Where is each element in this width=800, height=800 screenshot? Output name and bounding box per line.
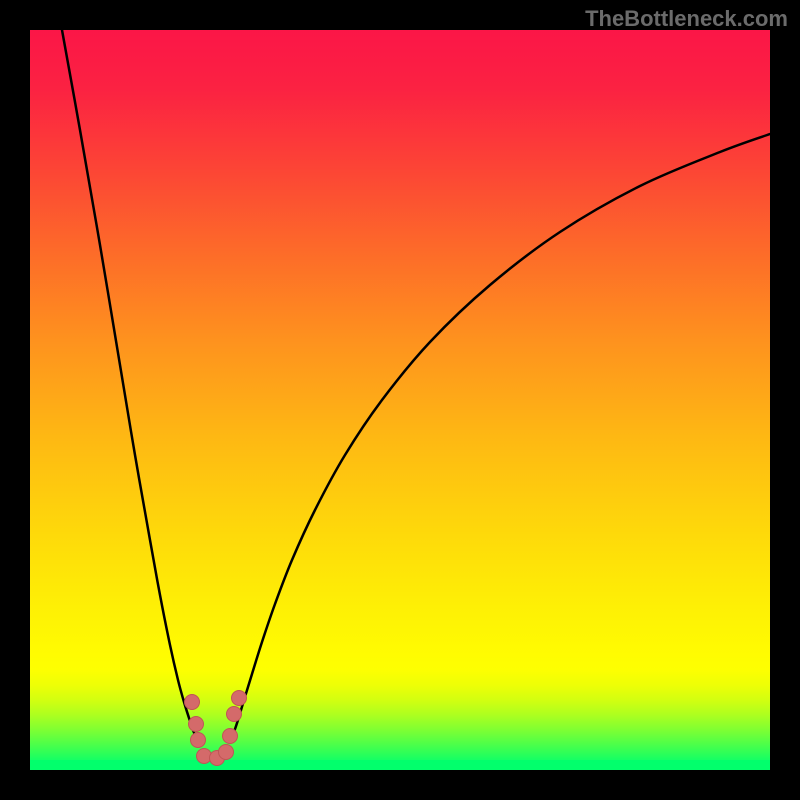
marker-point bbox=[185, 695, 200, 710]
marker-point bbox=[191, 733, 206, 748]
marker-point bbox=[223, 729, 238, 744]
bottleneck-chart bbox=[0, 0, 800, 800]
marker-point bbox=[219, 745, 234, 760]
marker-point bbox=[227, 707, 242, 722]
marker-point bbox=[189, 717, 204, 732]
marker-point bbox=[232, 691, 247, 706]
marker-point bbox=[197, 749, 212, 764]
chart-container: TheBottleneck.com bbox=[0, 0, 800, 800]
watermark-text: TheBottleneck.com bbox=[585, 6, 788, 32]
